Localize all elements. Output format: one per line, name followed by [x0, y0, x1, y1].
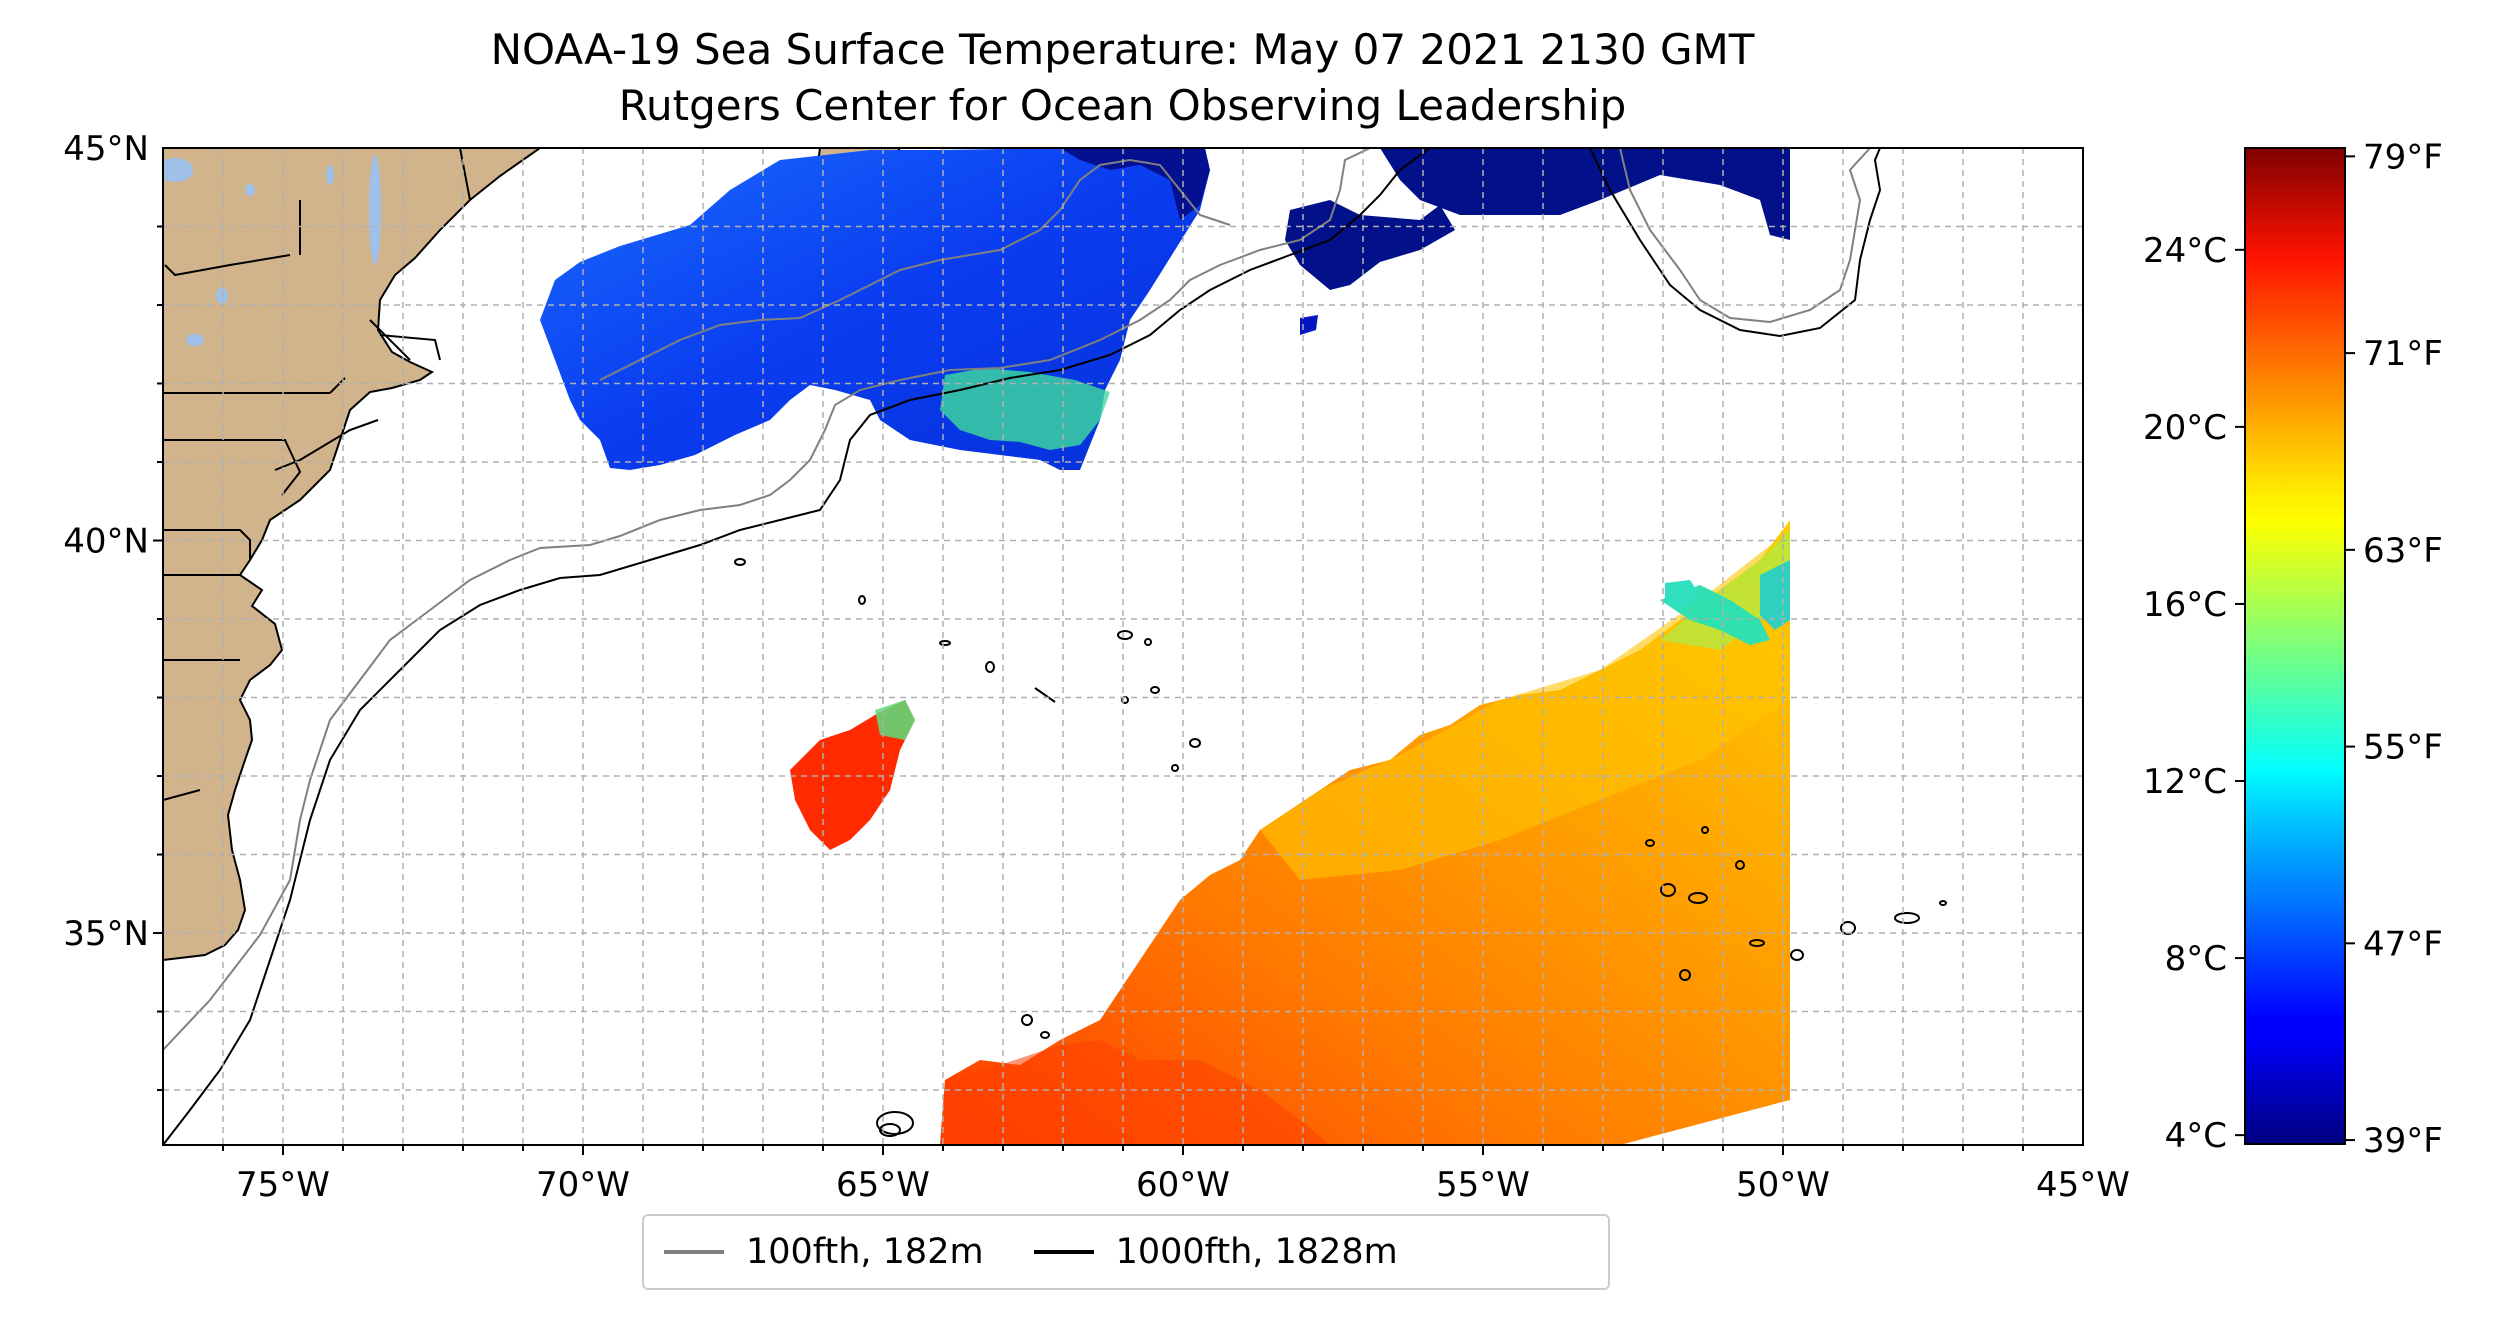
map-subtitle: Rutgers Center for Ocean Observing Leade…: [618, 81, 1627, 130]
isobath-100fth: [163, 148, 1871, 1051]
lat-tick-label: 45°N: [63, 129, 149, 169]
fahrenheit-tick-label: 39°F: [2363, 1121, 2443, 1161]
legend-item-100fth: 100fth, 182m: [664, 1232, 984, 1272]
legend-swatch-1000fth: [1033, 1250, 1094, 1254]
lon-tick-label: 65°W: [836, 1165, 930, 1205]
lon-tick-label: 50°W: [1736, 1165, 1830, 1205]
seamount-contours: [734, 558, 1947, 1137]
legend-label-1000fth: 1000fth, 1828m: [1115, 1232, 1398, 1272]
celsius-tick-label: 24°C: [2143, 231, 2227, 271]
state-borders: [163, 148, 471, 801]
lon-tick-label: 55°W: [1436, 1165, 1530, 1205]
fahrenheit-tick-label: 55°F: [2363, 728, 2443, 768]
celsius-tick-label: 4°C: [2165, 1116, 2227, 1156]
lon-tick-label: 45°W: [2036, 1165, 2130, 1205]
lakes: [163, 155, 381, 346]
colorbar-gradient: [2244, 147, 2346, 1145]
map-title: NOAA-19 Sea Surface Temperature: May 07 …: [490, 25, 1755, 74]
legend-item-1000fth: 1000fth, 1828m: [1033, 1232, 1398, 1272]
sst-warm-band: [940, 368, 1110, 450]
celsius-tick-label: 8°C: [2165, 939, 2227, 979]
colorbar: 4°C 8°C 12°C 16°C 20°C 24°C 39°F 47°F 55°F 63°F 71…: [2143, 137, 2443, 1161]
map-area: [163, 148, 2083, 1145]
fahrenheit-tick-label: 47°F: [2363, 924, 2443, 964]
celsius-tick-label: 16°C: [2143, 585, 2227, 625]
gridlines: [163, 148, 2083, 1145]
lon-tick-label: 70°W: [536, 1165, 630, 1205]
fahrenheit-tick-label: 63°F: [2363, 531, 2443, 571]
isobath-1000fth: [163, 148, 1882, 1145]
celsius-tick-label: 12°C: [2143, 762, 2227, 802]
legend-swatch-100fth: [664, 1250, 724, 1254]
lon-tick-label: 60°W: [1136, 1165, 1230, 1205]
map-axis-ticks: 75°W 70°W 65°W 60°W 55°W 50°W 45°W 45°N 40°N 35°N: [63, 129, 2130, 1205]
legend-label-100fth: 100fth, 182m: [746, 1232, 984, 1272]
lat-tick-label: 40°N: [63, 522, 149, 562]
fahrenheit-tick-label: 79°F: [2363, 137, 2443, 177]
celsius-tick-label: 20°C: [2143, 408, 2227, 448]
map-legend: 100fth, 182m 1000fth, 1828m: [642, 1214, 1610, 1290]
lon-tick-label: 75°W: [236, 1165, 330, 1205]
lat-tick-label: 35°N: [63, 914, 149, 954]
fahrenheit-tick-label: 71°F: [2363, 334, 2443, 374]
